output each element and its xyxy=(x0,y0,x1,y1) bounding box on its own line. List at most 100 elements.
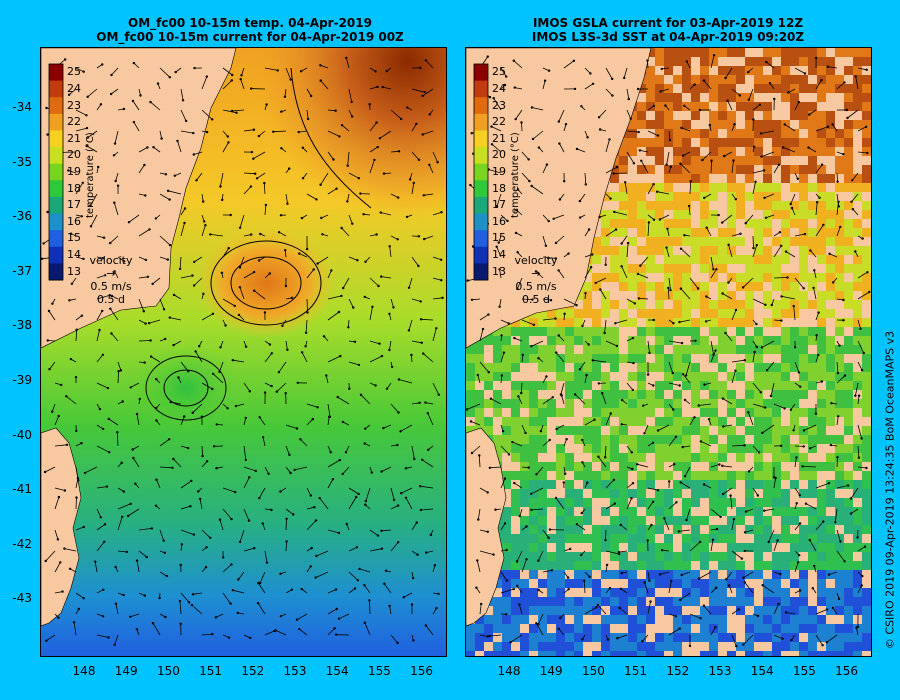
velocity-arrow xyxy=(836,550,845,562)
sst-pixel xyxy=(763,300,772,309)
sst-pixel xyxy=(718,588,727,597)
velocity-arrow-head xyxy=(842,153,845,156)
sst-pixel xyxy=(601,300,610,309)
sst-pixel xyxy=(655,525,664,534)
sst-pixel xyxy=(763,651,772,656)
sst-pixel xyxy=(826,147,835,156)
sst-pixel xyxy=(583,597,592,606)
velocity-arrow-head xyxy=(68,299,71,302)
velocity-arrow xyxy=(239,256,245,268)
sst-pixel xyxy=(763,561,772,570)
velocity-arrow xyxy=(836,529,841,542)
velocity-arrow-head xyxy=(304,331,308,334)
sst-pixel xyxy=(835,561,844,570)
sst-pixel xyxy=(844,516,853,525)
sst-pixel xyxy=(610,210,619,219)
sst-pixel xyxy=(763,588,772,597)
sst-pixel xyxy=(691,246,700,255)
sst-pixel xyxy=(673,174,682,183)
sst-pixel xyxy=(862,201,871,210)
sst-pixel xyxy=(673,390,682,399)
sst-pixel xyxy=(493,615,502,624)
sst-pixel xyxy=(619,453,628,462)
velocity-arrow-head xyxy=(591,359,594,362)
sst-pixel xyxy=(835,471,844,480)
velocity-arrow-head xyxy=(244,345,248,348)
sst-pixel xyxy=(628,345,637,354)
sst-pixel xyxy=(484,417,493,426)
sst-pixel xyxy=(664,516,673,525)
velocity-arrow-head xyxy=(651,441,655,444)
velocity-arrow-head xyxy=(211,312,215,315)
sst-pixel xyxy=(502,525,511,534)
sst-pixel xyxy=(583,606,592,615)
sst-pixel xyxy=(556,372,565,381)
sst-pixel xyxy=(826,282,835,291)
sst-pixel xyxy=(646,264,655,273)
sst-pixel xyxy=(502,345,511,354)
sst-pixel xyxy=(664,534,673,543)
velocity-arrow xyxy=(153,146,161,153)
sst-pixel xyxy=(700,561,709,570)
sst-pixel xyxy=(493,336,502,345)
velocity-arrow xyxy=(425,625,434,636)
longitude-tick-label: 156 xyxy=(835,664,859,678)
sst-pixel xyxy=(691,102,700,111)
sst-pixel xyxy=(619,165,628,174)
velocity-arrow xyxy=(327,479,334,489)
velocity-arrow-head xyxy=(575,523,579,526)
velocity-arrow-head xyxy=(802,287,805,290)
sst-pixel xyxy=(700,255,709,264)
velocity-arrow xyxy=(542,235,547,246)
velocity-arrow-head xyxy=(744,222,747,225)
velocity-arrow-head xyxy=(85,126,89,130)
velocity-arrow xyxy=(258,130,266,137)
velocity-arrow xyxy=(802,466,817,468)
sst-pixel xyxy=(655,561,664,570)
velocity-arrow xyxy=(327,529,340,534)
sst-pixel xyxy=(655,111,664,120)
sst-pixel xyxy=(484,426,493,435)
velocity-arrow-head xyxy=(767,540,770,544)
sst-pixel xyxy=(754,327,763,336)
sst-pixel xyxy=(862,264,871,273)
sst-pixel xyxy=(673,147,682,156)
sst-pixel xyxy=(790,399,799,408)
velocity-arrow-head xyxy=(135,412,139,416)
velocity-arrow-head xyxy=(353,340,357,343)
sst-pixel xyxy=(826,75,835,84)
sst-pixel xyxy=(682,498,691,507)
longitude-tick-label: 148 xyxy=(72,664,96,678)
sst-pixel xyxy=(628,417,637,426)
velocity-arrow xyxy=(389,246,392,258)
velocity-arrow-head xyxy=(392,306,395,309)
sst-pixel xyxy=(709,624,718,633)
sst-pixel xyxy=(709,588,718,597)
velocity-arrow-head xyxy=(588,575,591,578)
sst-pixel xyxy=(619,552,628,561)
velocity-arrow xyxy=(390,298,394,308)
sst-pixel xyxy=(664,48,673,57)
sst-pixel xyxy=(628,435,637,444)
sst-pixel xyxy=(574,561,583,570)
sst-pixel xyxy=(754,624,763,633)
velocity-arrow-head xyxy=(597,116,601,119)
velocity-arrow xyxy=(383,583,392,594)
sst-pixel xyxy=(718,498,727,507)
velocity-arrow-head xyxy=(375,121,378,124)
sst-pixel xyxy=(709,327,718,336)
sst-pixel xyxy=(646,579,655,588)
velocity-arrow-head xyxy=(252,128,256,131)
sst-pixel xyxy=(466,354,475,363)
sst-pixel xyxy=(619,138,628,147)
velocity-arrow xyxy=(243,547,255,552)
sst-pixel xyxy=(772,381,781,390)
velocity-arrow-head xyxy=(721,464,724,467)
velocity-arrow-head xyxy=(839,225,842,229)
sst-pixel xyxy=(682,147,691,156)
sst-pixel xyxy=(484,651,493,656)
sst-pixel xyxy=(718,237,727,246)
sst-pixel xyxy=(772,120,781,129)
sst-pixel xyxy=(520,480,529,489)
sst-pixel xyxy=(565,561,574,570)
